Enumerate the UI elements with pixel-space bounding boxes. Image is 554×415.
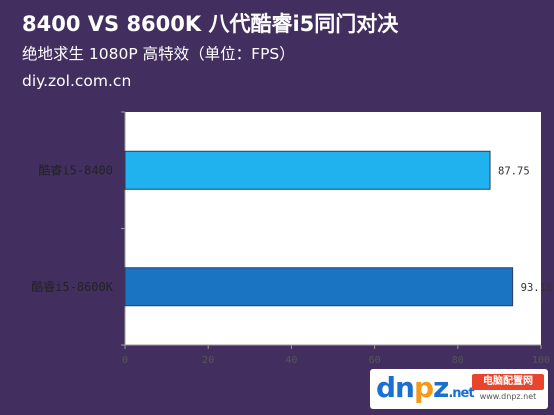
- y-category-label: 酷睿i5-8400: [38, 162, 113, 177]
- plot-background: [125, 112, 541, 345]
- chart-subtitle: 绝地求生 1080P 高特效（单位：FPS）: [22, 45, 295, 63]
- watermark-url: www.dnpz.net: [479, 392, 537, 401]
- x-tick-label: 40: [285, 355, 297, 366]
- chart-source: diy.zol.com.cn: [22, 72, 132, 90]
- x-tick-label: 60: [369, 355, 381, 366]
- bar-chart: 0 20 40 60 80 100 87.75 酷睿i5-8400 93.18 酷睿i5-8600…: [31, 111, 553, 366]
- y-category-label: 酷睿i5-8600K: [31, 279, 114, 294]
- bar: [124, 150, 491, 190]
- bar: [124, 267, 514, 307]
- bar-value-label: 87.75: [498, 165, 530, 177]
- x-tick-label: 80: [452, 355, 464, 366]
- watermark-logo: dnpz.net: [376, 371, 475, 404]
- plot-area: 0 20 40 60 80 100 87.75 酷睿i5-8400 93.18 酷睿i5-8600…: [0, 105, 554, 415]
- x-tick-label: 20: [202, 355, 214, 366]
- x-tick-label: 0: [122, 355, 128, 366]
- x-tick-label: 100: [532, 355, 550, 366]
- chart-title: 8400 VS 8600K 八代酷睿i5同门对决: [22, 12, 399, 36]
- chart-header: 8400 VS 8600K 八代酷睿i5同门对决 绝地求生 1080P 高特效（…: [0, 0, 554, 105]
- bar-value-label: 93.18: [521, 282, 553, 294]
- site-watermark: dnpz.net 电脑配置网 www.dnpz.net: [370, 369, 548, 409]
- watermark-badge: 电脑配置网: [472, 374, 544, 390]
